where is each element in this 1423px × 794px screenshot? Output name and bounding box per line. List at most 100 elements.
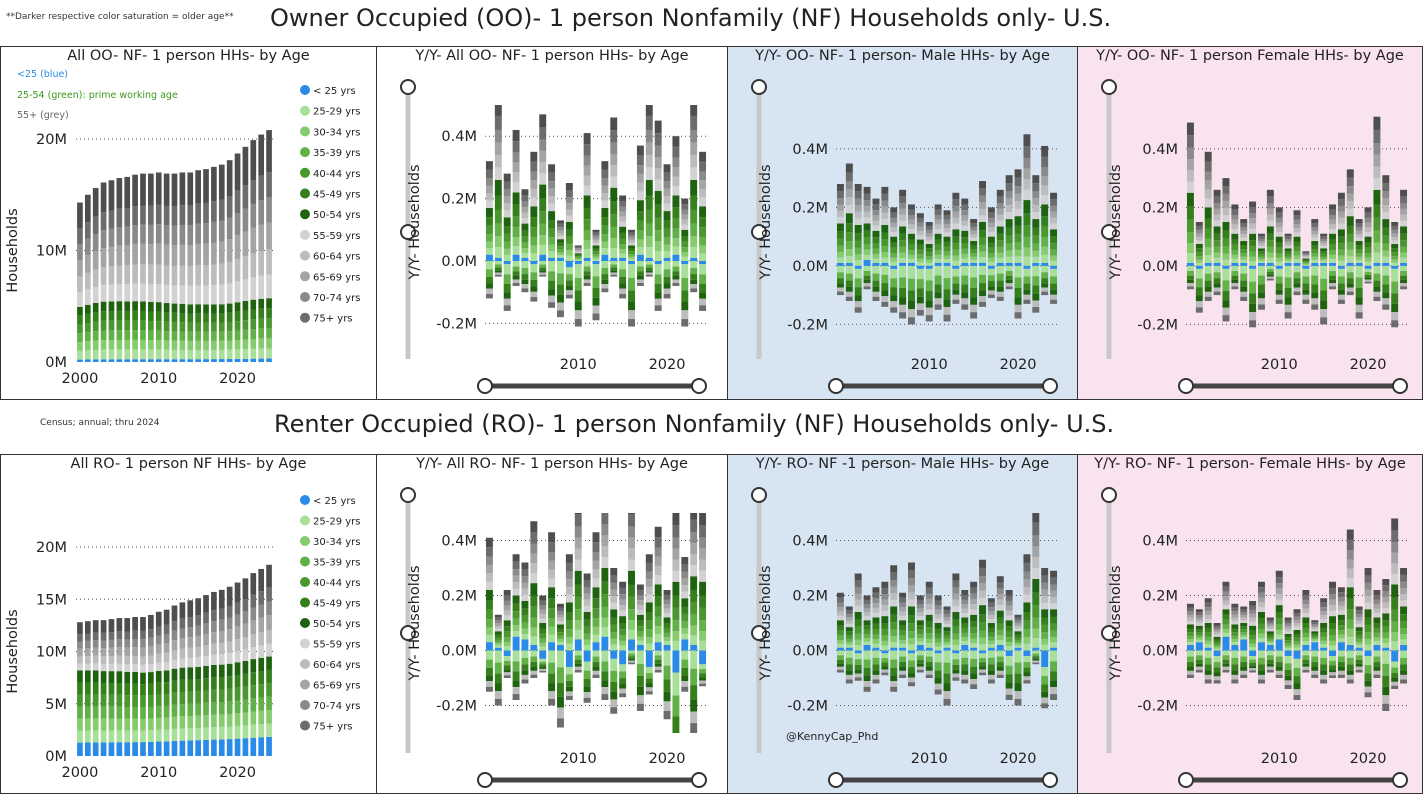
- bar-segment: [628, 653, 635, 657]
- bar-segment: [654, 283, 662, 293]
- bar-segment: [663, 251, 671, 258]
- bar-segment: [132, 695, 138, 708]
- bar-segment: [636, 600, 644, 606]
- bar-segment: [1050, 694, 1058, 700]
- bar-segment: [1213, 283, 1221, 288]
- bar-segment: [1014, 256, 1022, 263]
- bar-segment: [934, 304, 942, 310]
- bar-segment: [601, 207, 609, 218]
- bar-segment: [1041, 624, 1049, 633]
- bar-segment: [961, 674, 969, 680]
- bar-segment: [494, 634, 502, 638]
- bar-segment: [132, 630, 138, 639]
- bar-segment: [124, 718, 131, 731]
- bar-segment: [211, 359, 217, 362]
- bar-segment: [266, 683, 272, 697]
- y-tick-label: 5M: [45, 697, 67, 713]
- bar-segment: [654, 241, 662, 252]
- bar-segment: [916, 655, 924, 660]
- bar-segment: [681, 290, 689, 302]
- bar-segment: [943, 228, 951, 233]
- bar-segment: [943, 307, 951, 315]
- bar-segment: [124, 671, 131, 684]
- bar-segment: [218, 313, 225, 323]
- bar-segment: [1195, 620, 1203, 624]
- bar-segment: [934, 678, 942, 684]
- bar-segment: [1231, 286, 1239, 290]
- bar-segment: [1302, 294, 1310, 300]
- bar-segment: [890, 629, 898, 637]
- bar-segment: [1266, 272, 1274, 275]
- bar-segment: [628, 229, 635, 233]
- bar-segment: [116, 359, 123, 362]
- bar-segment: [1195, 229, 1203, 234]
- bar-segment: [1240, 615, 1248, 618]
- bar-segment: [636, 686, 644, 696]
- bar-segment: [854, 278, 862, 288]
- bar-segment: [242, 208, 249, 232]
- bar-segment: [539, 623, 547, 629]
- bar-segment: [952, 249, 960, 256]
- bar-segment: [203, 340, 209, 350]
- bar-segment: [961, 248, 969, 254]
- bar-segment: [845, 181, 853, 190]
- bar-segment: [1195, 240, 1203, 244]
- x-tick-label: 2020: [649, 357, 686, 373]
- bar-segment: [1222, 669, 1230, 673]
- bar-segment: [970, 587, 978, 594]
- bar-segment-under25: [1311, 262, 1319, 266]
- bar-segment: [836, 615, 844, 621]
- bar-segment: [1204, 619, 1212, 623]
- bar-segment: [1284, 243, 1292, 246]
- bar-segment-under25: [881, 262, 889, 266]
- bar-segment: [1382, 650, 1390, 664]
- bar-segment: [1014, 673, 1022, 684]
- bar-segment-under25: [943, 647, 951, 651]
- bar-segment: [512, 611, 520, 619]
- bar-segment: [654, 669, 662, 673]
- bar-segment: [583, 626, 591, 634]
- legend-label: 50-54 yrs: [313, 619, 360, 630]
- bar-segment: [485, 650, 493, 660]
- bar-segment: [1186, 122, 1194, 136]
- bar-segment: [1249, 601, 1257, 606]
- bar-segment: [672, 716, 680, 733]
- bar-segment: [681, 224, 689, 230]
- bar-segment-under25: [916, 265, 924, 269]
- bar-segment: [979, 296, 986, 302]
- bar-segment: [872, 657, 880, 665]
- bar-segment: [1266, 619, 1274, 623]
- bar-segment: [890, 301, 898, 308]
- bar-segment: [1231, 239, 1239, 245]
- bar-segment: [1023, 667, 1031, 673]
- bar-segment: [1186, 232, 1194, 244]
- bar-segment: [916, 634, 924, 639]
- bar-segment: [1050, 223, 1058, 230]
- bar-segment: [836, 198, 844, 205]
- bar-segment: [1311, 249, 1319, 254]
- title-owner-occupied: Owner Occupied (OO)- 1 person Nonfamily …: [270, 4, 1112, 32]
- bar-segment: [258, 134, 265, 176]
- bar-segment: [1195, 222, 1203, 226]
- bar-segment: [1382, 243, 1390, 251]
- bar-segment: [1195, 278, 1203, 288]
- bar-segment: [872, 674, 880, 680]
- bar-segment: [1195, 301, 1203, 308]
- bar-segment: [250, 737, 257, 756]
- bar-segment: [1266, 663, 1274, 667]
- bar-segment: [539, 184, 547, 199]
- x-tick-label: 2010: [911, 751, 948, 767]
- bar-segment: [672, 275, 680, 280]
- bar-segment: [100, 330, 107, 341]
- bar-segment: [1275, 618, 1283, 625]
- bar-segment: [250, 299, 257, 310]
- bar-segment: [1213, 287, 1221, 292]
- bar-segment: [116, 683, 123, 695]
- bar-segment: [987, 207, 995, 213]
- bar-segment: [619, 249, 627, 254]
- bar-segment: [258, 251, 265, 276]
- bar-segment: [645, 637, 653, 644]
- bar-segment: [258, 348, 265, 359]
- bar-segment: [916, 279, 924, 289]
